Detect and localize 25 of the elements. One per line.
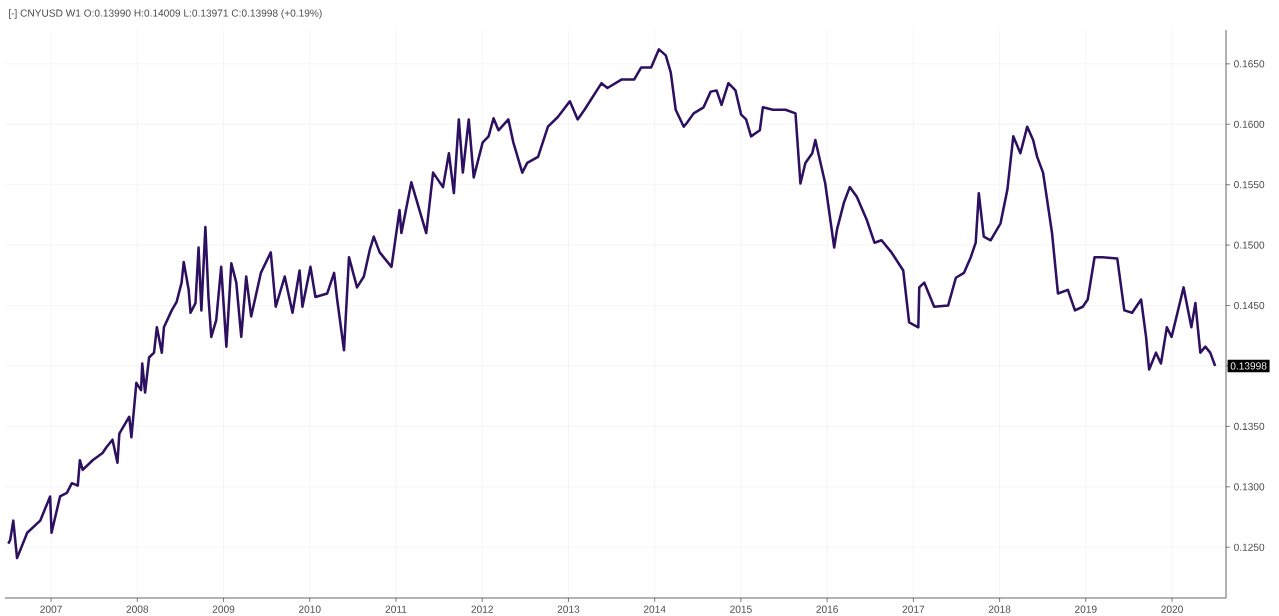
x-tick-label: 2020 <box>1161 605 1183 613</box>
y-tick-label: 0.1300 <box>1234 483 1265 491</box>
text: 0.13998 <box>1230 362 1267 370</box>
x-tick-label: 2018 <box>988 605 1011 613</box>
x-tick-label: 2011 <box>385 605 407 613</box>
x-tick-label: 2017 <box>902 605 925 613</box>
y-tick-label: 0.1450 <box>1234 301 1265 310</box>
x-tick-label: 2010 <box>298 605 321 613</box>
y-tick-label: 0.1650 <box>1234 60 1265 68</box>
x-tick-label: 2013 <box>557 605 580 613</box>
chart-title: [-] CNYUSD W1 O:0.13990 H:0.14009 L:0.13971 C:0.13998 (+0.19%) <box>9 9 322 19</box>
x-tick-label: 2016 <box>816 605 838 613</box>
line-series <box>7 47 1217 560</box>
y-tick-label: 0.1350 <box>1234 422 1265 430</box>
x-tick-label: 2014 <box>643 605 666 613</box>
x-tick-label: 2009 <box>212 605 235 613</box>
y-tick-label: 0.1550 <box>1234 180 1265 189</box>
x-tick-label: 2007 <box>40 605 62 613</box>
x-tick-label: 2012 <box>471 605 493 613</box>
x-tick-label: 2019 <box>1075 605 1097 613</box>
x-tick-label: 2008 <box>126 605 149 613</box>
y-tick-label: 0.1500 <box>1234 241 1265 249</box>
x-tick-label: 2015 <box>730 605 752 613</box>
y-tick-label: 0.1600 <box>1234 120 1265 128</box>
y-tick-label: 0.1250 <box>1234 543 1265 551</box>
